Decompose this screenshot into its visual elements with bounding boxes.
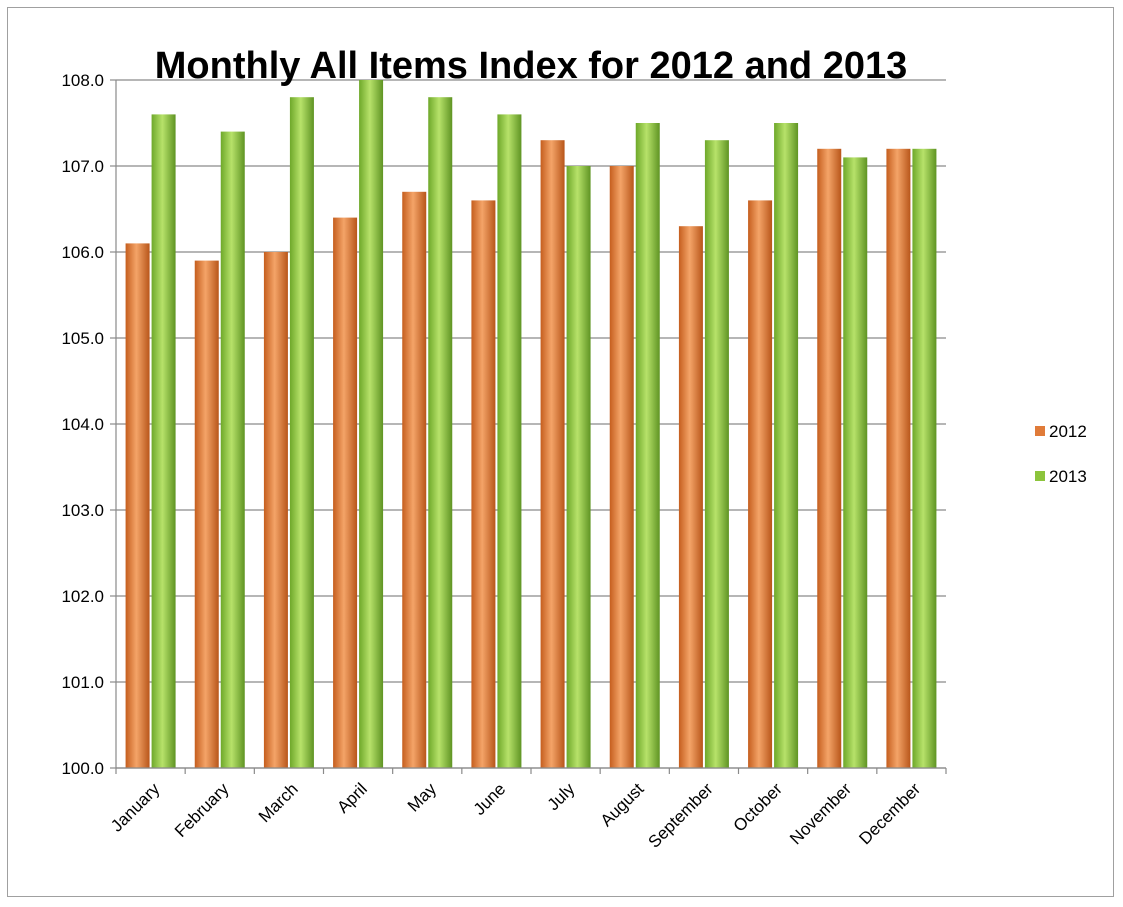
x-tick-label: July	[544, 779, 579, 814]
bar-2012-august	[609, 166, 634, 768]
bar-2013-may	[428, 97, 453, 768]
x-tick-label: April	[333, 779, 370, 816]
bar-2013-august	[635, 123, 660, 768]
x-tick-label: September	[644, 779, 716, 851]
x-tick-label: August	[597, 779, 648, 830]
bar-2013-april	[359, 80, 384, 768]
bar-2012-february	[194, 260, 219, 768]
bar-2013-october	[774, 123, 799, 768]
y-tick-label: 108.0	[61, 71, 104, 90]
x-tick-label: June	[470, 779, 510, 819]
axes	[110, 79, 947, 774]
bar-2013-july	[566, 166, 591, 768]
bar-2012-october	[748, 200, 773, 768]
x-tick-label: November	[786, 779, 855, 848]
y-tick-label: 107.0	[61, 157, 104, 176]
y-tick-label: 102.0	[61, 587, 104, 606]
bar-2012-june	[471, 200, 496, 768]
y-tick-label: 105.0	[61, 329, 104, 348]
bar-2013-march	[289, 97, 314, 768]
legend: 2012 2013	[1035, 422, 1087, 486]
y-tick-label: 101.0	[61, 673, 104, 692]
y-tick-label: 104.0	[61, 415, 104, 434]
bar-2012-july	[540, 140, 565, 768]
bar-2012-november	[817, 148, 842, 769]
bar-2013-june	[497, 114, 522, 768]
x-tick-labels: January February March April May June July Augu…	[107, 779, 924, 852]
bar-2013-january	[151, 114, 176, 768]
legend-label-2013: 2013	[1049, 467, 1087, 486]
bar-2012-january	[125, 243, 150, 768]
x-tick-label: December	[855, 779, 924, 848]
legend-swatch-2013	[1035, 471, 1045, 481]
bar-2012-december	[886, 148, 911, 769]
x-tick-label: May	[404, 779, 440, 815]
x-tick-label: March	[255, 779, 302, 826]
bar-2012-september	[678, 226, 703, 768]
legend-swatch-2012	[1035, 426, 1045, 436]
x-tick-label: January	[107, 779, 164, 836]
legend-label-2012: 2012	[1049, 422, 1087, 441]
bar-2013-december	[912, 148, 937, 769]
bar-2012-march	[263, 252, 288, 768]
x-tick-label: February	[171, 779, 233, 841]
bar-2012-april	[333, 217, 358, 769]
y-tick-label: 103.0	[61, 501, 104, 520]
bar-2013-september	[704, 140, 729, 768]
bar-2013-february	[220, 131, 245, 769]
y-tick-label: 106.0	[61, 243, 104, 262]
x-tick-label: October	[730, 779, 786, 835]
y-tick-label: 100.0	[61, 759, 104, 778]
bars	[125, 80, 937, 769]
bar-2012-may	[402, 191, 427, 769]
chart-title: Monthly All Items Index for 2012 and 201…	[155, 45, 908, 87]
y-tick-labels: 100.0 101.0 102.0 103.0 104.0 105.0 106.0 107.0…	[61, 71, 104, 778]
bar-2013-november	[843, 157, 868, 768]
